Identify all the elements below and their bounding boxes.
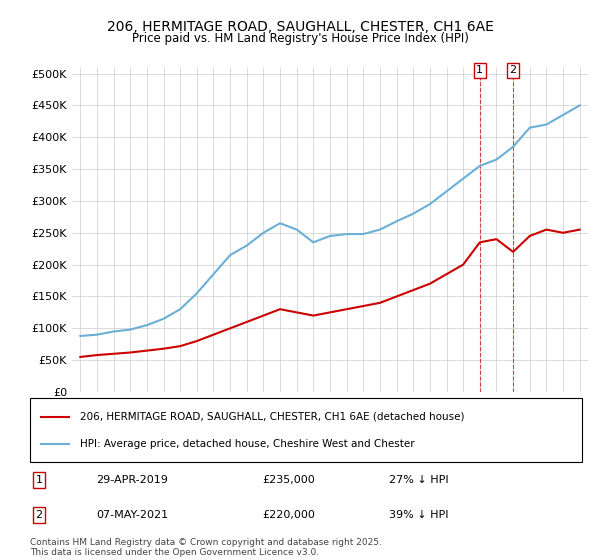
Text: 39% ↓ HPI: 39% ↓ HPI (389, 510, 448, 520)
Text: 1: 1 (35, 475, 43, 485)
Text: 07-MAY-2021: 07-MAY-2021 (96, 510, 169, 520)
Text: 2: 2 (35, 510, 43, 520)
Text: 206, HERMITAGE ROAD, SAUGHALL, CHESTER, CH1 6AE: 206, HERMITAGE ROAD, SAUGHALL, CHESTER, … (107, 20, 493, 34)
Text: 206, HERMITAGE ROAD, SAUGHALL, CHESTER, CH1 6AE (detached house): 206, HERMITAGE ROAD, SAUGHALL, CHESTER, … (80, 412, 464, 422)
Text: 29-APR-2019: 29-APR-2019 (96, 475, 168, 485)
Text: £220,000: £220,000 (262, 510, 315, 520)
Text: Contains HM Land Registry data © Crown copyright and database right 2025.
This d: Contains HM Land Registry data © Crown c… (30, 538, 382, 557)
Text: £235,000: £235,000 (262, 475, 314, 485)
Text: HPI: Average price, detached house, Cheshire West and Chester: HPI: Average price, detached house, Ches… (80, 439, 415, 449)
Text: 1: 1 (476, 66, 484, 76)
Text: Price paid vs. HM Land Registry's House Price Index (HPI): Price paid vs. HM Land Registry's House … (131, 32, 469, 45)
Text: 2: 2 (509, 66, 517, 76)
FancyBboxPatch shape (30, 398, 582, 462)
Text: 27% ↓ HPI: 27% ↓ HPI (389, 475, 448, 485)
